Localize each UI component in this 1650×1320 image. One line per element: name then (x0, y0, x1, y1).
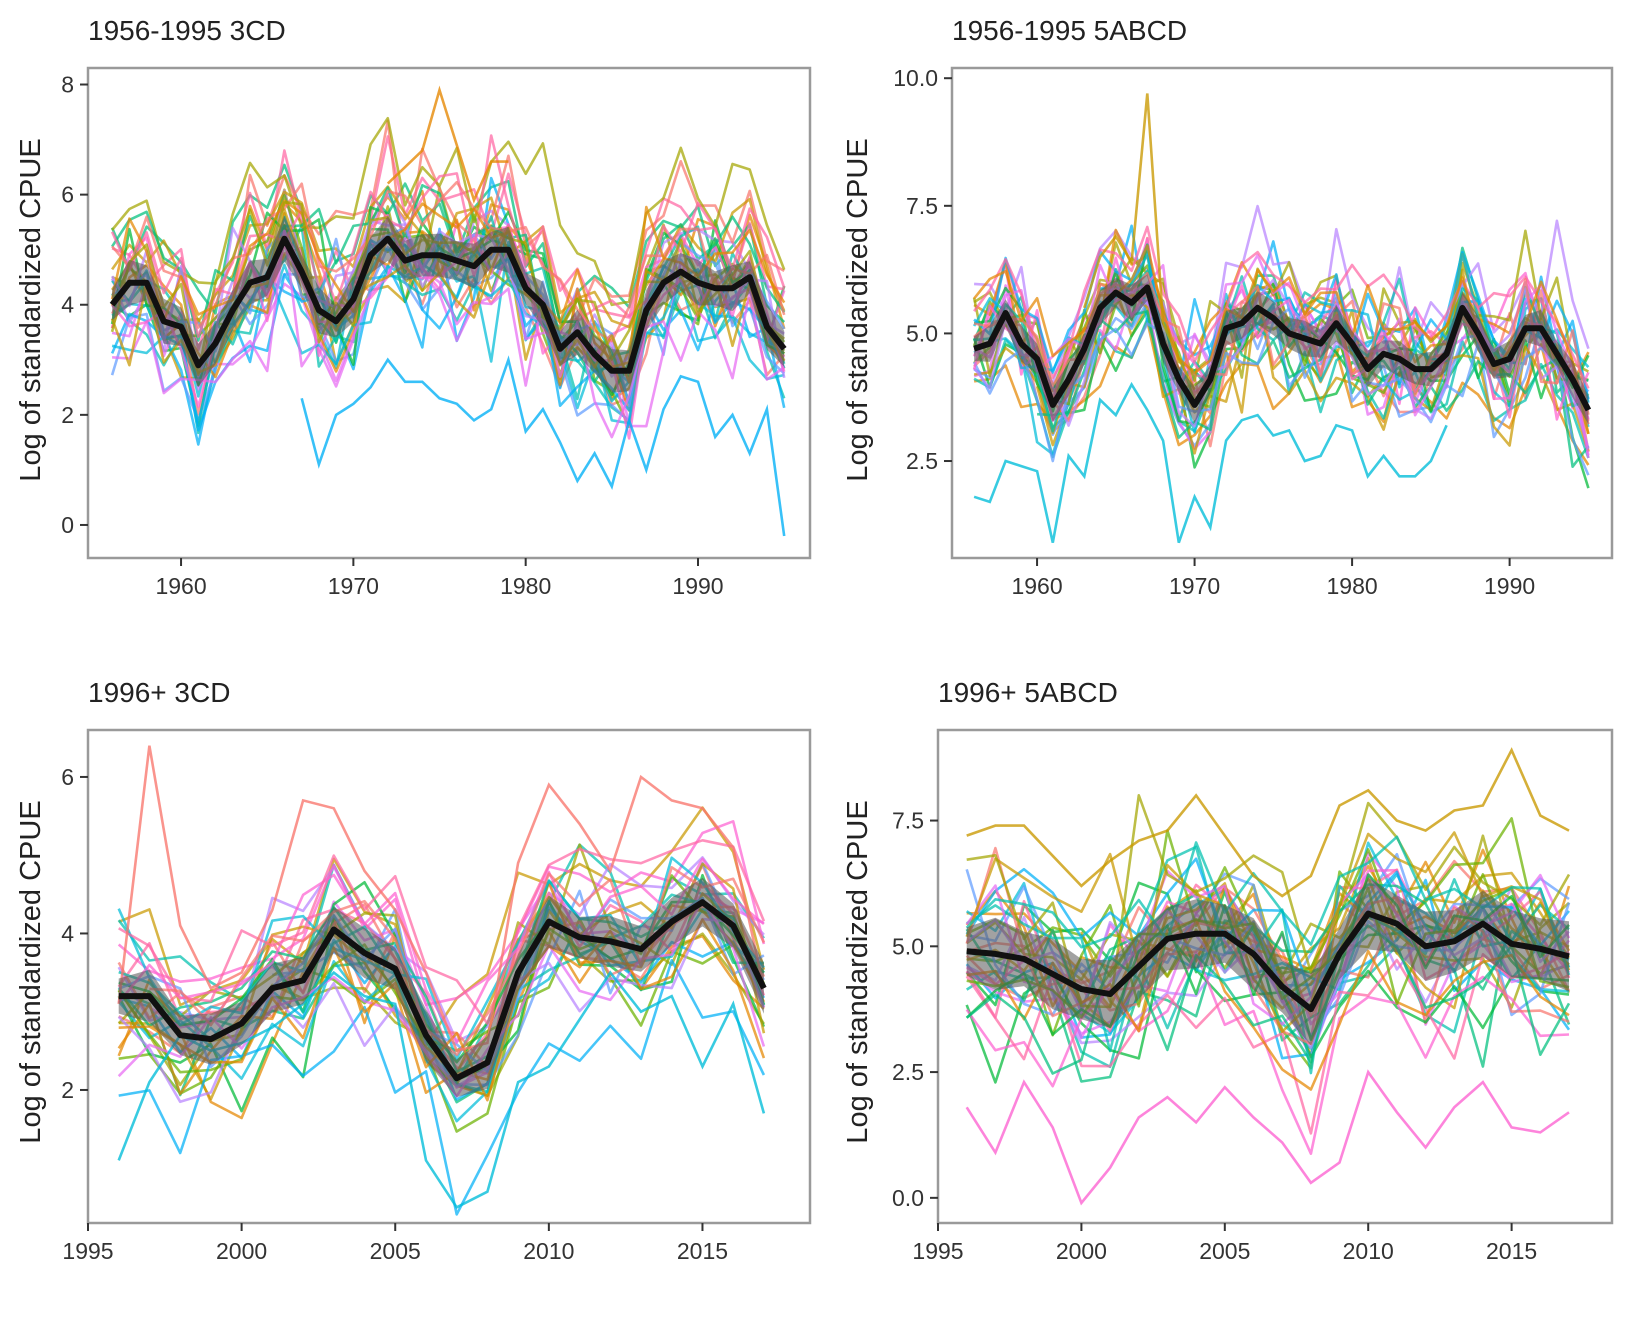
x-tick-label: 1980 (1327, 573, 1378, 599)
series-line (1083, 93, 1196, 391)
panel-body: 1995 2000 2005 2010 2015 2 4 6 (61, 728, 812, 1264)
series-line (149, 865, 766, 1057)
panel-body: 1960 1970 1980 1990 0 2 4 6 8 (61, 66, 812, 599)
panel-title: 1956-1995 3CD (88, 15, 286, 46)
series-line (117, 819, 766, 1007)
series-line (118, 838, 766, 1025)
plot-frame (86, 66, 812, 560)
confidence-band (974, 274, 1589, 425)
panel-1956-1995-3cd: 1956-1995 3CD Log of standardized CPUE 1… (15, 15, 812, 599)
y-axis-label: Log of standardized CPUE (15, 800, 47, 1143)
series-line (965, 835, 1571, 976)
y-tick-label: 5.0 (906, 320, 938, 346)
panel-1956-1995-5abcd: 1956-1995 5ABCD Log of standardized CPUE… (842, 15, 1614, 599)
series-line (117, 857, 765, 1044)
y-tick-label: 0.0 (892, 1185, 924, 1211)
plot-area (109, 85, 787, 537)
x-tick-label: 2000 (216, 1238, 267, 1264)
panel-body: 1960 1970 1980 1990 2.5 5.0 7.5 10.0 (893, 65, 1614, 599)
plot-area (972, 93, 1592, 544)
series-line (966, 747, 1570, 898)
y-axis-label: Log of standardized CPUE (842, 138, 874, 481)
x-tick-label: 2000 (1056, 1238, 1107, 1264)
confidence-band (112, 215, 785, 393)
panel-title: 1996+ 3CD (88, 677, 230, 708)
panel-body: 1995 2000 2005 2010 2015 0.0 2.5 5.0 7.5 (892, 728, 1614, 1264)
x-tick-label: 1970 (328, 573, 379, 599)
series-line (117, 745, 766, 1053)
x-tick-label: 1990 (1484, 573, 1535, 599)
confidence-band (118, 877, 764, 1098)
x-tick-label: 2015 (1486, 1238, 1537, 1264)
y-axis-label: Log of standardized CPUE (842, 800, 874, 1143)
x-tick-label: 1995 (62, 1238, 113, 1264)
x-tick-label: 1980 (500, 573, 551, 599)
y-axis-label: Log of standardized CPUE (15, 138, 47, 481)
y-tick-label: 6 (61, 764, 74, 790)
series-line (972, 229, 1589, 404)
series-line (111, 180, 786, 343)
series-line (973, 286, 1590, 455)
y-tick-label: 2 (61, 1077, 74, 1103)
x-tick-label: 1970 (1169, 573, 1220, 599)
plot-frame (950, 66, 1614, 560)
plot-frame (936, 728, 1614, 1225)
series-line (111, 116, 786, 307)
y-tick-label: 2 (61, 402, 74, 428)
y-tick-label: 7.5 (892, 808, 924, 834)
x-tick-label: 2010 (1343, 1238, 1394, 1264)
series-line (112, 229, 785, 439)
panel-title: 1956-1995 5ABCD (952, 15, 1187, 46)
series-line (973, 381, 1448, 544)
series-line (386, 85, 509, 204)
panel-1996-5abcd: 1996+ 5ABCD Log of standardized CPUE 199… (842, 677, 1614, 1264)
plot-area (965, 747, 1571, 1206)
mean-line (973, 284, 1592, 412)
mean-line (109, 235, 787, 374)
mean-line (966, 910, 1570, 1013)
series-line (300, 355, 786, 537)
y-tick-label: 7.5 (906, 193, 938, 219)
x-tick-label: 1960 (1011, 573, 1062, 599)
y-tick-label: 2.5 (906, 448, 938, 474)
confidence-band (966, 877, 1569, 1046)
series-line (973, 225, 1590, 400)
x-tick-label: 1960 (155, 573, 206, 599)
x-tick-label: 2010 (523, 1238, 574, 1264)
y-tick-label: 4 (61, 292, 74, 318)
y-tick-label: 10.0 (893, 65, 938, 91)
y-tick-label: 8 (61, 72, 74, 98)
x-tick-label: 2015 (677, 1238, 728, 1264)
y-tick-label: 5.0 (892, 933, 924, 959)
series-line (973, 300, 1590, 448)
x-tick-label: 2005 (1199, 1238, 1250, 1264)
x-tick-label: 1990 (672, 573, 723, 599)
plot-area (117, 745, 767, 1216)
series-line (965, 924, 1571, 1075)
series-line (965, 1069, 1570, 1206)
y-tick-label: 6 (61, 182, 74, 208)
x-tick-label: 2005 (370, 1238, 421, 1264)
series-line (110, 134, 786, 339)
panel-title: 1996+ 5ABCD (938, 677, 1118, 708)
mean-line (118, 899, 767, 1082)
y-tick-label: 4 (61, 920, 74, 946)
x-tick-label: 1995 (912, 1238, 963, 1264)
plot-frame (86, 728, 812, 1225)
panel-1996-3cd: 1996+ 3CD Log of standardized CPUE 1995 2… (15, 677, 812, 1264)
y-tick-label: 0 (61, 512, 74, 538)
y-tick-label: 2.5 (892, 1059, 924, 1085)
